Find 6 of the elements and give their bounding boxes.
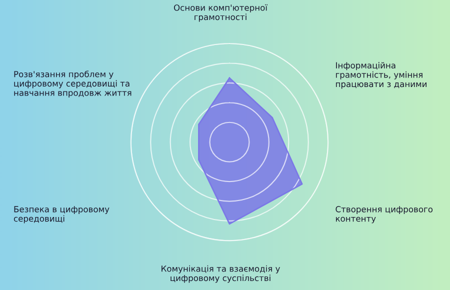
spoke-label: Основи комп'ютерної грамотності xyxy=(174,4,268,22)
spoke-label: Інформаційна грамотність, уміння працювати з даними xyxy=(336,62,426,89)
spoke-label: Розв'язання проблем у цифровому середовищі та навчання впродовж життя xyxy=(14,70,132,98)
spoke-label: Створення цифрового контенту xyxy=(336,206,433,224)
spoke-label: Безпека в цифровому середовищі xyxy=(14,206,110,224)
spoke-label: Комунікація та взаємодія у цифровому суспільстві xyxy=(162,265,280,283)
